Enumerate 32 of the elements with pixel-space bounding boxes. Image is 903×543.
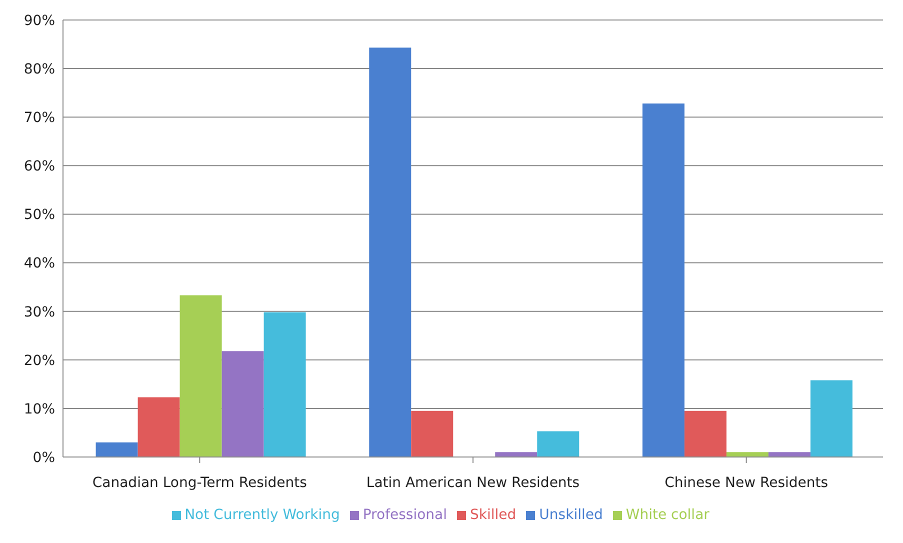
legend-label: Skilled — [470, 507, 516, 523]
y-tick-label: 0% — [32, 450, 55, 466]
y-tick-label: 10% — [24, 401, 55, 418]
bar — [642, 104, 684, 457]
bar — [411, 410, 454, 457]
bar — [537, 431, 580, 457]
bar — [222, 351, 264, 457]
y-tick-label: 70% — [24, 110, 55, 126]
legend-label: Not Currently Working — [184, 507, 340, 523]
y-tick-label: 40% — [24, 256, 55, 272]
bar — [369, 48, 412, 457]
legend-label: White collar — [626, 507, 710, 523]
y-tick-label: 60% — [24, 158, 55, 175]
y-tick-label: 30% — [24, 304, 55, 320]
y-tick-label: 50% — [24, 207, 55, 224]
y-tick-label: 20% — [24, 352, 55, 369]
x-tick-label: Chinese New Residents — [664, 474, 828, 491]
x-tick-label: Latin American New Residents — [366, 474, 580, 491]
bar — [495, 452, 538, 457]
bar — [768, 452, 810, 457]
bar — [684, 410, 726, 457]
bar — [810, 380, 852, 457]
y-tick-label: 80% — [24, 62, 55, 78]
legend-label: Professional — [362, 507, 447, 523]
x-tick-label: Canadian Long-Term Residents — [92, 474, 307, 491]
legend-label: Unskilled — [539, 507, 603, 523]
bar — [96, 442, 138, 457]
bar — [180, 295, 222, 457]
bar — [726, 452, 768, 457]
bar — [264, 312, 306, 457]
bar — [138, 397, 180, 457]
y-tick-label: 90% — [24, 12, 55, 29]
